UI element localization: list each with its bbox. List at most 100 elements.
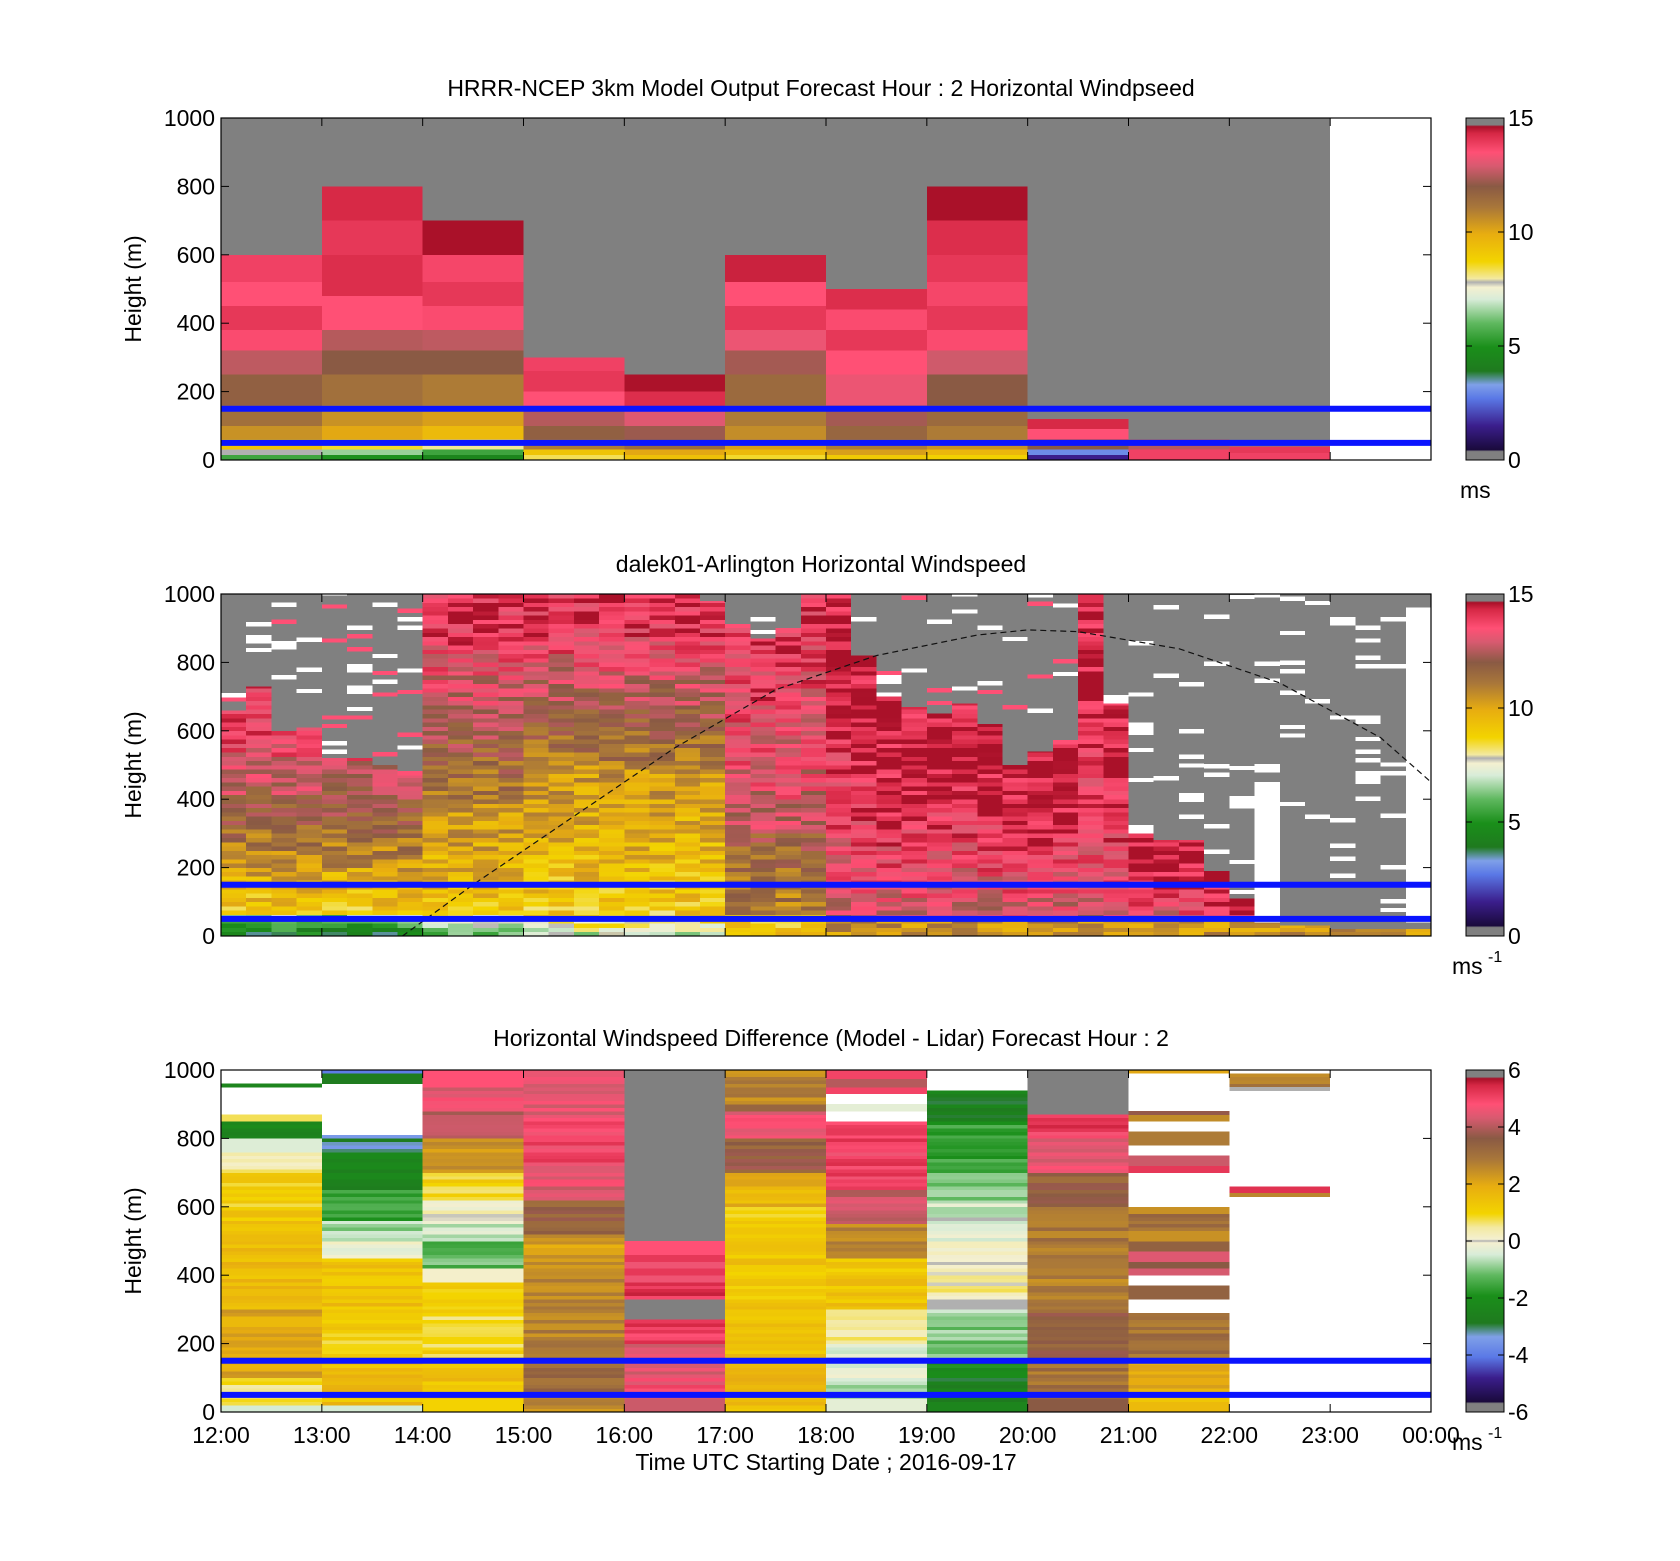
heatmap-cell	[246, 816, 272, 821]
heatmap-cell	[901, 807, 927, 813]
heatmap-cell	[473, 679, 499, 685]
heatmap-cell	[347, 689, 373, 695]
heatmap-cell	[624, 1323, 726, 1327]
heatmap-cell	[372, 670, 398, 676]
heatmap-cell	[397, 901, 423, 907]
heatmap-cell	[826, 1131, 927, 1136]
heatmap-cell	[221, 713, 247, 719]
heatmap-cell	[372, 679, 398, 684]
heatmap-cell	[952, 752, 978, 757]
heatmap-cell	[725, 1080, 826, 1084]
heatmap-cell	[573, 846, 600, 851]
heatmap-cell	[397, 871, 423, 877]
heatmap-cell	[1128, 841, 1154, 847]
heatmap-cell	[548, 735, 574, 740]
heatmap-cell	[473, 619, 499, 625]
heatmap-cell	[699, 615, 726, 620]
no-data-cell	[624, 1070, 726, 1241]
heatmap-cell	[674, 722, 700, 727]
heatmap-cell	[624, 1278, 726, 1283]
heatmap-cell	[1128, 1258, 1230, 1262]
heatmap-cell	[473, 923, 499, 928]
heatmap-cell	[800, 662, 826, 667]
heatmap-cell	[725, 1381, 826, 1385]
heatmap-cell	[573, 611, 600, 616]
heatmap-cell	[271, 794, 297, 800]
heatmap-cell	[826, 1326, 927, 1331]
heatmap-cell	[725, 1312, 826, 1317]
heatmap-cell	[1002, 846, 1028, 851]
heatmap-cell	[624, 653, 650, 659]
heatmap-cell	[1128, 1234, 1230, 1238]
heatmap-cell	[447, 931, 474, 937]
heatmap-cell	[1027, 1169, 1129, 1173]
heatmap-cell	[699, 871, 726, 877]
heatmap-cell	[599, 752, 625, 757]
heatmap-cell	[296, 816, 322, 821]
heatmap-cell	[624, 645, 650, 650]
heatmap-cell	[674, 782, 700, 787]
heatmap-cell	[321, 1326, 423, 1331]
heatmap-cell	[750, 649, 776, 655]
heatmap-cell	[221, 1340, 322, 1344]
heatmap-cell	[1128, 1326, 1230, 1331]
heatmap-cell	[473, 598, 499, 603]
heatmap-cell	[649, 628, 675, 633]
heatmap-cell	[422, 602, 448, 608]
heatmap-cell	[1027, 1124, 1129, 1129]
heatmap-cell	[624, 1405, 726, 1409]
heatmap-cell	[498, 598, 524, 603]
heatmap-cell	[1078, 931, 1104, 937]
heatmap-cell	[498, 799, 524, 804]
heatmap-cell	[624, 850, 650, 856]
heatmap-cell	[422, 829, 448, 834]
heatmap-cell	[1178, 814, 1205, 819]
heatmap-cell	[1052, 803, 1079, 809]
heatmap-cell	[750, 662, 776, 667]
heatmap-cell	[321, 1302, 423, 1307]
heatmap-cell	[1002, 871, 1028, 877]
heatmap-cell	[372, 692, 398, 697]
heatmap-cell	[447, 910, 474, 915]
heatmap-cell	[523, 1343, 625, 1348]
heatmap-cell	[422, 628, 448, 633]
heatmap-cell	[573, 709, 600, 714]
heatmap-cell	[1178, 763, 1205, 768]
heatmap-cell	[422, 820, 448, 826]
heatmap-cell	[1103, 824, 1129, 830]
heatmap-cell	[977, 803, 1003, 809]
heatmap-cell	[851, 923, 877, 928]
heatmap-cell	[498, 790, 524, 796]
heatmap-cell	[775, 641, 801, 646]
heatmap-cell	[725, 1111, 826, 1115]
heatmap-cell	[1128, 1401, 1230, 1406]
heatmap-cell	[221, 923, 247, 928]
heatmap-cell	[649, 893, 675, 898]
heatmap-cell	[750, 726, 776, 732]
heatmap-cell	[523, 1271, 625, 1276]
heatmap-cell	[851, 812, 877, 817]
heatmap-cell	[649, 769, 675, 774]
heatmap-cell	[826, 1220, 927, 1225]
heatmap-cell	[1002, 906, 1028, 911]
heatmap-cell	[750, 777, 776, 783]
heatmap-cell	[1052, 888, 1079, 894]
heatmap-cell	[826, 1398, 927, 1403]
heatmap-cell	[725, 1282, 826, 1286]
heatmap-cell	[599, 816, 625, 821]
heatmap-cell	[573, 636, 600, 642]
panel-difference-lines	[221, 1357, 1431, 1398]
heatmap-cell	[1103, 833, 1129, 838]
heatmap-cell	[422, 688, 448, 693]
heatmap-cell	[624, 756, 650, 762]
heatmap-cell	[674, 713, 700, 719]
heatmap-cell	[926, 1217, 1028, 1221]
heatmap-cell	[977, 927, 1003, 933]
heatmap-cell	[447, 773, 474, 779]
heatmap-cell	[624, 454, 726, 460]
heatmap-cell	[851, 777, 877, 783]
heatmap-cell	[221, 867, 247, 873]
heatmap-cell	[321, 1206, 423, 1211]
heatmap-cell	[523, 1182, 625, 1187]
